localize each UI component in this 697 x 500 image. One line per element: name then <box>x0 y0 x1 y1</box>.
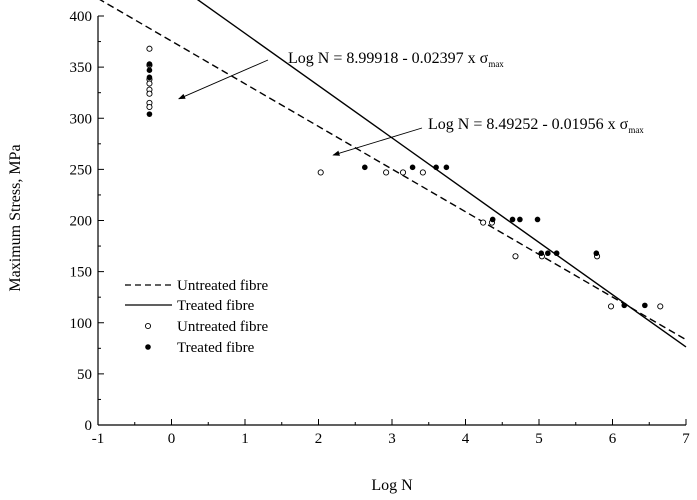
y-tick-label-3: 150 <box>70 265 93 281</box>
data-points <box>146 45 664 310</box>
fit-line-treated <box>196 0 687 348</box>
y-tick-label-2: 100 <box>70 316 93 332</box>
untreated-point-18 <box>657 303 664 310</box>
legend-label-treated-points: Treated fibre <box>177 340 255 356</box>
treated-point-12 <box>538 250 545 257</box>
treated-point-15 <box>593 250 600 257</box>
treated-point-8 <box>489 216 496 223</box>
legend: Untreated fibre Treated fibre Untreated … <box>125 278 269 356</box>
x-tick-label-8: 7 <box>682 431 690 447</box>
x-tick-label-2: 1 <box>241 431 249 447</box>
x-axis-title: Log N <box>371 477 413 494</box>
untreated-point-8 <box>317 169 324 176</box>
treated-point-10 <box>517 216 523 223</box>
untreated-point-7 <box>146 103 153 111</box>
treated-point-1 <box>146 67 153 73</box>
annotation-arrow-0 <box>178 59 269 100</box>
untreated-point-14 <box>512 253 519 260</box>
untreated-point-9 <box>383 169 390 176</box>
untreated-point-12 <box>480 219 487 226</box>
fit-lines <box>99 0 687 348</box>
x-tick-label-1: 0 <box>168 431 176 447</box>
x-tick-label-7: 6 <box>609 431 617 447</box>
annotation-treated-equation: Log N = 8.49252 - 0.01956 x σmax <box>428 116 644 135</box>
y-tick-label-4: 200 <box>70 214 93 230</box>
y-tick-label-6: 300 <box>70 111 93 127</box>
untreated-point-5 <box>146 90 153 97</box>
treated-point-14 <box>553 250 560 257</box>
untreated-point-3 <box>146 80 153 87</box>
x-tick-label-6: 5 <box>535 431 543 447</box>
x-tick-label-3: 2 <box>315 431 323 447</box>
y-tick-label-1: 50 <box>77 367 92 383</box>
treated-point-3 <box>146 111 153 117</box>
treated-point-11 <box>534 216 541 223</box>
x-tick-label-4: 3 <box>388 431 396 447</box>
annotation-untreated-main: Log N = 8.99918 - 0.02397 x σ <box>288 50 489 67</box>
untreated-point-11 <box>419 169 426 176</box>
annotation-arrow-1 <box>332 127 423 156</box>
untreated-point-0 <box>146 45 153 52</box>
untreated-point-17 <box>607 303 615 310</box>
x-tick-label-5: 4 <box>462 431 470 447</box>
treated-point-17 <box>642 302 648 309</box>
annotation-treated-main: Log N = 8.49252 - 0.01956 x σ <box>428 116 629 133</box>
legend-label-untreated-points: Untreated fibre <box>177 319 269 335</box>
treated-point-4 <box>362 164 368 171</box>
treated-point-9 <box>509 216 516 223</box>
legend-filled-circle <box>145 344 151 350</box>
y-tick-label-0: 0 <box>85 418 93 434</box>
fit-line-untreated <box>99 0 687 341</box>
annotation-untreated-sub: max <box>488 59 504 69</box>
axes <box>97 16 686 426</box>
legend-open-circle <box>144 322 152 330</box>
legend-label-untreated-line: Untreated fibre <box>177 278 269 294</box>
y-axis-title: Maximum Stress, MPa <box>7 144 24 291</box>
treated-point-0 <box>146 61 153 67</box>
treated-point-5 <box>409 164 416 171</box>
y-tick-label-7: 350 <box>70 60 93 76</box>
y-tick-label-8: 400 <box>70 9 93 25</box>
annotations: Log N = 8.99918 - 0.02397 x σmax Log N =… <box>178 50 644 156</box>
treated-point-16 <box>621 302 628 309</box>
treated-point-2 <box>146 74 153 81</box>
untreated-point-10 <box>399 169 407 176</box>
treated-point-7 <box>443 164 450 171</box>
annotation-untreated-equation: Log N = 8.99918 - 0.02397 x σmax <box>288 50 504 69</box>
treated-point-13 <box>545 250 551 257</box>
treated-point-6 <box>433 164 439 171</box>
y-tick-label-5: 250 <box>70 162 93 178</box>
x-tick-label-0: -1 <box>92 431 105 447</box>
legend-label-treated-line: Treated fibre <box>177 298 255 314</box>
annotation-treated-sub: max <box>628 125 644 135</box>
